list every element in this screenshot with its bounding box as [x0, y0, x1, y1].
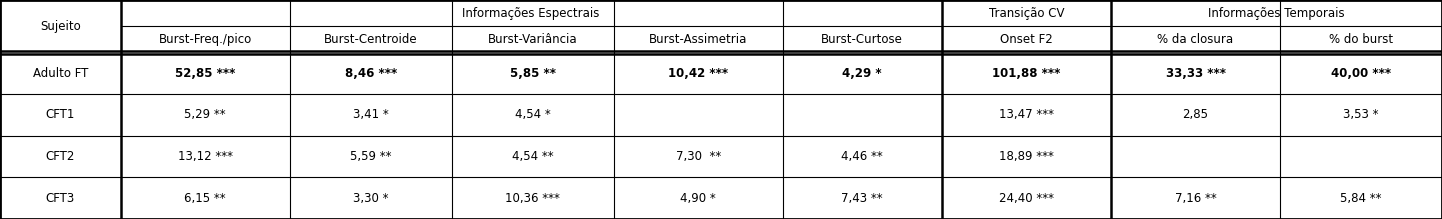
Text: 3,41 *: 3,41 *	[353, 108, 389, 121]
Text: Onset F2: Onset F2	[999, 33, 1053, 46]
Text: 3,53 *: 3,53 *	[1344, 108, 1379, 121]
Text: 7,30  **: 7,30 **	[675, 150, 721, 163]
Text: 24,40 ***: 24,40 ***	[999, 192, 1054, 205]
Text: 18,89 ***: 18,89 ***	[999, 150, 1054, 163]
Text: CFT1: CFT1	[46, 108, 75, 121]
Text: 10,36 ***: 10,36 ***	[505, 192, 559, 205]
Text: 2,85: 2,85	[1182, 108, 1208, 121]
Text: Burst-Freq./pico: Burst-Freq./pico	[159, 33, 252, 46]
Text: % da closura: % da closura	[1158, 33, 1233, 46]
Text: 4,46 **: 4,46 **	[841, 150, 883, 163]
Text: Adulto FT: Adulto FT	[33, 67, 88, 80]
Text: 5,84 **: 5,84 **	[1340, 192, 1381, 205]
Text: 101,88 ***: 101,88 ***	[992, 67, 1060, 80]
Text: CFT2: CFT2	[46, 150, 75, 163]
Text: 5,59 **: 5,59 **	[350, 150, 392, 163]
Text: Sujeito: Sujeito	[40, 20, 81, 33]
Text: 3,30 *: 3,30 *	[353, 192, 388, 205]
Text: 6,15 **: 6,15 **	[185, 192, 226, 205]
Text: Burst-Assimetria: Burst-Assimetria	[649, 33, 747, 46]
Text: 7,43 **: 7,43 **	[842, 192, 883, 205]
Text: % do burst: % do burst	[1330, 33, 1393, 46]
Text: 7,16 **: 7,16 **	[1175, 192, 1217, 205]
Text: Transição CV: Transição CV	[989, 7, 1064, 19]
Text: 13,47 ***: 13,47 ***	[999, 108, 1054, 121]
Text: 52,85 ***: 52,85 ***	[174, 67, 235, 80]
Text: 40,00 ***: 40,00 ***	[1331, 67, 1392, 80]
Text: 33,33 ***: 33,33 ***	[1165, 67, 1226, 80]
Text: 10,42 ***: 10,42 ***	[668, 67, 728, 80]
Text: Burst-Centroide: Burst-Centroide	[324, 33, 418, 46]
Text: 5,29 **: 5,29 **	[185, 108, 226, 121]
Text: 13,12 ***: 13,12 ***	[177, 150, 232, 163]
Text: CFT3: CFT3	[46, 192, 75, 205]
Text: 4,54 *: 4,54 *	[515, 108, 551, 121]
Text: 5,85 **: 5,85 **	[509, 67, 555, 80]
Text: 4,54 **: 4,54 **	[512, 150, 554, 163]
Text: Informações Temporais: Informações Temporais	[1208, 7, 1345, 19]
Text: 4,90 *: 4,90 *	[681, 192, 717, 205]
Text: Burst-Variância: Burst-Variância	[487, 33, 577, 46]
Text: 4,29 *: 4,29 *	[842, 67, 883, 80]
Text: Informações Espectrais: Informações Espectrais	[463, 7, 600, 19]
Text: 8,46 ***: 8,46 ***	[345, 67, 397, 80]
Text: Burst-Curtose: Burst-Curtose	[822, 33, 903, 46]
